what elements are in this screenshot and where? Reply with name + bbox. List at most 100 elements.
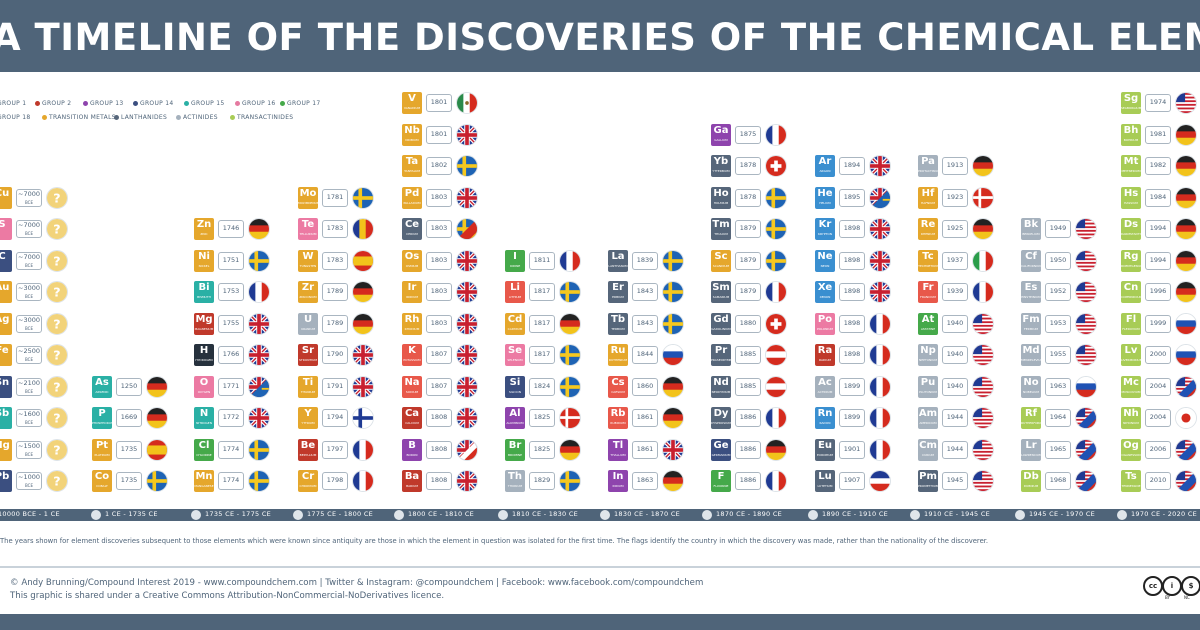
- element-tile: Gd GADOLINIUM: [711, 312, 731, 335]
- country-flag-icon: [869, 249, 891, 272]
- element-symbol: Tc: [922, 250, 934, 262]
- element-tile: Os OSMIUM: [402, 249, 422, 272]
- legend-item: ACTINIDES: [176, 114, 218, 121]
- year-value: 1808: [430, 476, 448, 484]
- discovery-year: 1875: [735, 125, 761, 144]
- element-name: PROTACTINIUM: [918, 169, 938, 173]
- discovery-year: 1982: [1145, 157, 1171, 175]
- year-value: 1880: [739, 318, 757, 327]
- element-name: RUBIDIUM: [610, 421, 626, 425]
- element-tile: Er ERBIUM: [608, 281, 628, 303]
- element-name: HYDROGEN: [195, 358, 213, 362]
- country-flag-icon: [662, 407, 684, 429]
- element-tile: Fe: [0, 344, 12, 366]
- year-value: 1766: [222, 350, 240, 358]
- timeline-period-label: 1945 CE - 1970 CE: [1029, 510, 1096, 518]
- element-name: ASTATINE: [920, 326, 936, 331]
- element-name: FRANCIUM: [920, 295, 936, 299]
- country-flag-icon: [352, 470, 374, 492]
- country-flag-icon: [146, 470, 168, 492]
- country-flag-icon: [248, 438, 270, 461]
- year-value: 1879: [739, 255, 757, 264]
- country-flag-icon: [869, 438, 891, 461]
- element-name: RUTHERFORDIUM: [1021, 421, 1041, 425]
- discovery-year: 2004: [1145, 377, 1171, 396]
- country-flag-icon: [869, 281, 891, 303]
- year-value: ~7000: [18, 221, 40, 229]
- element-name: DUBNIUM: [1023, 484, 1039, 488]
- element-tile: Se SELENIUM: [505, 344, 525, 366]
- country-flag-icon: [1175, 155, 1197, 177]
- discovery-year: 1879: [735, 251, 761, 270]
- element-tile: Cf CALIFORNIUM: [1021, 249, 1041, 272]
- legend-label: GROUP 14: [140, 100, 174, 107]
- country-flag-icon: [972, 155, 994, 177]
- timeline-period-label: 10000 BCE - 1 CE: [0, 510, 60, 518]
- country-flag-icon: [248, 281, 270, 303]
- element-symbol: Gd: [713, 313, 729, 325]
- timeline-period-label: 1735 CE - 1775 CE: [205, 510, 272, 518]
- legend-label: TRANSACTINIDES: [237, 114, 294, 121]
- year-value: 1861: [636, 413, 654, 421]
- element-symbol: Tm: [712, 219, 730, 230]
- element-name: SCANDIUM: [712, 263, 730, 268]
- element-symbol: Md: [1022, 345, 1040, 356]
- country-flag-icon: [456, 312, 478, 335]
- discovery-year: 1953: [1045, 314, 1071, 333]
- discovery-year: 1783: [322, 251, 348, 270]
- discovery-year: 1807: [426, 377, 452, 396]
- element-tile: Mc MOSCOVIUM: [1121, 375, 1141, 398]
- element-symbol: Cf: [1025, 250, 1037, 262]
- discovery-year: 1817: [529, 346, 555, 364]
- element-tile: Na SODIUM: [402, 375, 422, 398]
- element-tile: Tb TERBIUM: [608, 312, 628, 335]
- year-value: 1839: [636, 255, 654, 264]
- element-symbol: Os: [404, 250, 420, 262]
- discovery-year: 1808: [426, 472, 452, 490]
- element-symbol: Cu: [0, 187, 10, 199]
- discovery-year: ~1000 BCE: [16, 472, 42, 490]
- element-name: SELENIUM: [507, 358, 523, 362]
- element-tile: Tm THULIUM: [711, 218, 731, 240]
- country-flag-icon: [869, 186, 891, 209]
- year-value: 1803: [430, 192, 448, 201]
- year-value: 1923: [946, 192, 964, 201]
- element-symbol: Rg: [1123, 250, 1139, 262]
- page-title: A TIMELINE OF THE DISCOVERIES OF THE CHE…: [0, 16, 1200, 59]
- element-tile: Rh RHODIUM: [402, 312, 422, 335]
- element-symbol: B: [408, 439, 416, 451]
- year-value: 1817: [533, 318, 551, 327]
- element-symbol: Pd: [404, 187, 420, 199]
- timeline-marker: [808, 510, 818, 520]
- element-name: SODIUM: [405, 389, 419, 394]
- element-symbol: Ds: [1123, 219, 1139, 230]
- country-flag-icon: [146, 407, 168, 429]
- discovery-year: 1879: [735, 220, 761, 238]
- element-symbol: Au: [0, 282, 10, 293]
- element-symbol: Pt: [95, 439, 109, 451]
- unknown-origin-icon: ?: [46, 312, 68, 335]
- element-tile: Fl FLEROVIUM: [1121, 312, 1141, 335]
- country-flag-icon: [456, 407, 478, 429]
- year-value: 1925: [946, 224, 964, 232]
- element-tile: Th THORIUM: [505, 470, 525, 492]
- element-tile: Yb YTTERBIUM: [711, 155, 731, 177]
- element-symbol: W: [302, 250, 314, 262]
- year-value: 1898: [843, 350, 861, 358]
- element-name: MANGANESE: [194, 484, 214, 488]
- cc-license-badge: cc i $ BY NC: [1143, 576, 1200, 602]
- year-value: 1781: [326, 192, 344, 201]
- element-name: PALLADIUM: [403, 200, 421, 205]
- year-era: BCE: [25, 420, 33, 425]
- element-tile: Am AMERICIUM: [918, 407, 938, 429]
- unknown-origin-icon: ?: [46, 470, 68, 492]
- element-symbol: Pm: [919, 471, 937, 482]
- discovery-year: 1844: [632, 346, 658, 364]
- year-value: 1945: [946, 476, 964, 484]
- country-flag-icon: [559, 438, 581, 461]
- year-value: 1817: [533, 350, 551, 358]
- discovery-year: 1669: [116, 409, 142, 427]
- discovery-year: 2006: [1145, 440, 1171, 459]
- year-value: 1963: [1049, 381, 1067, 390]
- element-symbol: Al: [509, 408, 521, 419]
